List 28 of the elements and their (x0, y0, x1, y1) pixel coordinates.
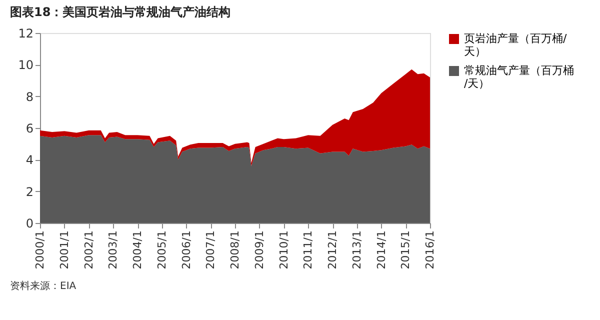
text: 资料来源：EIA (10, 280, 76, 292)
x-tick-label: 2016/1 (424, 230, 436, 270)
y-tick-label: 12 (18, 26, 34, 40)
x-tick-label: 2010/1 (277, 230, 290, 270)
x-tick-label: 2015/1 (399, 230, 412, 270)
x-tick-label: 2008/1 (228, 230, 242, 270)
x-tick-label: 2007/1 (204, 230, 218, 270)
y-tick-label: 0 (26, 216, 34, 230)
x-tick-label: 2005/1 (155, 230, 168, 270)
y-tick-label: 8 (26, 90, 34, 104)
x-tick-label: 2003/1 (106, 230, 120, 270)
x-tick-label: 2006/1 (180, 230, 193, 270)
x-tick-label: 2002/1 (82, 230, 96, 270)
y-tick-label: 4 (26, 153, 34, 168)
x-tick-label: 2004/1 (131, 230, 144, 270)
legend-label: 常规油气产量（百万桶/天） (464, 64, 574, 90)
x-tick-label: 2011/1 (302, 230, 315, 270)
x-tick-label: 2000/1 (34, 230, 46, 270)
x-tick-label: 2012/1 (326, 230, 339, 270)
x-tick-label: 2014/1 (374, 230, 388, 270)
legend-label: 页岩油产量（百万桶/天） (464, 32, 567, 58)
x-tick-label: 2001/1 (58, 230, 71, 270)
y-tick-label: 6 (26, 122, 34, 136)
x-tick-label: 2009/1 (252, 230, 266, 270)
x-tick-label: 2013/1 (350, 230, 364, 270)
y-tick-label: 10 (18, 58, 34, 72)
y-tick-label: 2 (26, 184, 34, 199)
chart-title: 图表18：美国页岩油与常规油气产油结构 (10, 5, 231, 19)
